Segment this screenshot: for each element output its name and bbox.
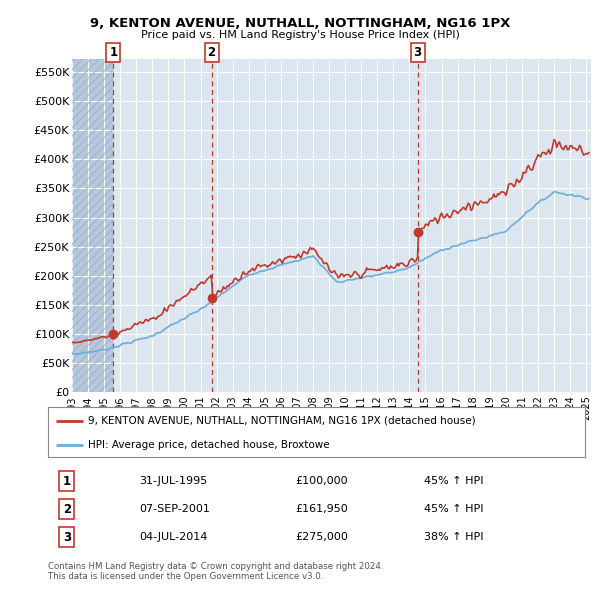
Text: 3: 3 — [413, 46, 422, 59]
Text: 1: 1 — [63, 475, 71, 488]
Text: 3: 3 — [63, 530, 71, 543]
Text: 31-JUL-1995: 31-JUL-1995 — [139, 476, 208, 486]
Text: HPI: Average price, detached house, Broxtowe: HPI: Average price, detached house, Brox… — [88, 440, 330, 450]
Bar — [72, 59, 113, 392]
Text: Contains HM Land Registry data © Crown copyright and database right 2024.
This d: Contains HM Land Registry data © Crown c… — [48, 562, 383, 581]
Text: 2: 2 — [63, 503, 71, 516]
Text: 04-JUL-2014: 04-JUL-2014 — [139, 532, 208, 542]
Bar — [72, 59, 113, 392]
Text: 9, KENTON AVENUE, NUTHALL, NOTTINGHAM, NG16 1PX (detached house): 9, KENTON AVENUE, NUTHALL, NOTTINGHAM, N… — [88, 415, 476, 425]
Text: £100,000: £100,000 — [295, 476, 347, 486]
Text: 38% ↑ HPI: 38% ↑ HPI — [424, 532, 484, 542]
Text: 2: 2 — [208, 46, 215, 59]
Text: £275,000: £275,000 — [295, 532, 348, 542]
Text: 45% ↑ HPI: 45% ↑ HPI — [424, 476, 484, 486]
Text: Price paid vs. HM Land Registry's House Price Index (HPI): Price paid vs. HM Land Registry's House … — [140, 30, 460, 40]
Text: 45% ↑ HPI: 45% ↑ HPI — [424, 504, 484, 514]
Text: 07-SEP-2001: 07-SEP-2001 — [139, 504, 210, 514]
Text: 9, KENTON AVENUE, NUTHALL, NOTTINGHAM, NG16 1PX: 9, KENTON AVENUE, NUTHALL, NOTTINGHAM, N… — [90, 17, 510, 30]
Text: £161,950: £161,950 — [295, 504, 348, 514]
Text: 1: 1 — [109, 46, 118, 59]
